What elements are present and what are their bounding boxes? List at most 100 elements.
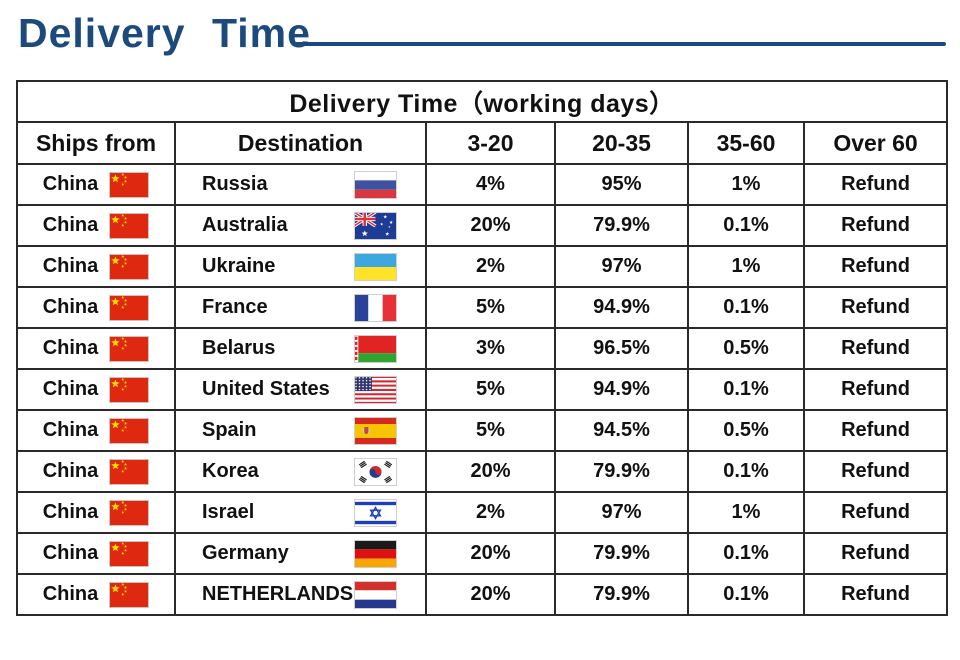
cell-3-20: 4% bbox=[425, 163, 556, 206]
destination-cell: Korea bbox=[174, 450, 427, 493]
cell-3-20: 20% bbox=[425, 532, 556, 575]
table-row: China Russia 4% 95% 1% Refund bbox=[16, 163, 949, 206]
table-row: China Australia 20% 79.9% 0.1% Refund bbox=[16, 204, 949, 247]
table-caption: Delivery Time（working days） bbox=[15, 80, 949, 123]
cell-20-35: 94.9% bbox=[554, 286, 689, 329]
cell-3-20: 20% bbox=[425, 204, 556, 247]
cell-3-20: 3% bbox=[425, 327, 556, 370]
destination-cell: Australia bbox=[174, 204, 427, 247]
delivery-time-table: Delivery Time（working days） Ships from D… bbox=[15, 80, 949, 616]
ships-from-content: China bbox=[19, 494, 173, 531]
destination-cell: United States bbox=[174, 368, 427, 411]
cell-35-60: 0.1% bbox=[687, 450, 805, 493]
col-header-over-60: Over 60 bbox=[802, 121, 949, 165]
col-header-20-35: 20-35 bbox=[554, 121, 689, 165]
china-flag-icon bbox=[109, 417, 150, 444]
ships-from-cell: China bbox=[16, 327, 176, 370]
russia-flag-icon bbox=[354, 170, 397, 199]
cell-20-35: 97% bbox=[554, 491, 689, 534]
ships-from-label: China bbox=[42, 501, 99, 523]
title-rule-line bbox=[292, 42, 946, 46]
ships-from-label: China bbox=[42, 583, 99, 605]
ships-from-content: China bbox=[19, 535, 173, 572]
cell-over-60: Refund bbox=[802, 409, 949, 452]
ships-from-cell: China bbox=[16, 573, 176, 616]
cell-35-60: 1% bbox=[687, 163, 805, 206]
destination-content: Belarus bbox=[177, 330, 424, 367]
ships-from-cell: China bbox=[16, 245, 176, 288]
ukraine-flag-icon bbox=[354, 252, 397, 281]
destination-label: Korea bbox=[202, 460, 259, 482]
table-row: China France 5% 94.9% 0.1% Refund bbox=[16, 286, 949, 329]
cell-3-20: 20% bbox=[425, 450, 556, 493]
ships-from-label: China bbox=[42, 337, 99, 359]
ships-from-label: China bbox=[42, 296, 99, 318]
cell-20-35: 79.9% bbox=[554, 573, 689, 616]
cell-over-60: Refund bbox=[802, 163, 949, 206]
cell-35-60: 0.1% bbox=[687, 573, 805, 616]
destination-label: Ukraine bbox=[202, 255, 276, 277]
ships-from-label: China bbox=[42, 255, 99, 277]
cell-3-20: 2% bbox=[425, 245, 556, 288]
destination-content: Spain bbox=[177, 412, 424, 449]
germany-flag-icon bbox=[354, 539, 397, 568]
cell-20-35: 79.9% bbox=[554, 450, 689, 493]
cell-20-35: 96.5% bbox=[554, 327, 689, 370]
ships-from-content: China bbox=[19, 166, 173, 203]
china-flag-icon bbox=[109, 376, 150, 403]
ships-from-cell: China bbox=[16, 409, 176, 452]
ships-from-label: China bbox=[42, 378, 99, 400]
destination-label: Israel bbox=[202, 501, 255, 523]
destination-content: United States bbox=[177, 371, 424, 408]
table-row: China Ukraine 2% 97% 1% Refund bbox=[16, 245, 949, 288]
china-flag-icon bbox=[109, 212, 150, 239]
destination-cell: Russia bbox=[174, 163, 427, 206]
cell-35-60: 0.1% bbox=[687, 532, 805, 575]
australia-flag-icon bbox=[354, 211, 397, 240]
ships-from-cell: China bbox=[16, 204, 176, 247]
cell-3-20: 5% bbox=[425, 286, 556, 329]
cell-20-35: 94.9% bbox=[554, 368, 689, 411]
cell-35-60: 0.5% bbox=[687, 327, 805, 370]
cell-20-35: 97% bbox=[554, 245, 689, 288]
cell-35-60: 0.1% bbox=[687, 368, 805, 411]
destination-cell: Ukraine bbox=[174, 245, 427, 288]
destination-cell: France bbox=[174, 286, 427, 329]
table-row: China Germany 20% 79.9% 0.1% Refund bbox=[16, 532, 949, 575]
cell-over-60: Refund bbox=[802, 491, 949, 534]
destination-content: France bbox=[177, 289, 424, 326]
cell-35-60: 0.1% bbox=[687, 286, 805, 329]
table-row: China Spain 5% 94.5% 0.5% Refund bbox=[16, 409, 949, 452]
china-flag-icon bbox=[109, 499, 150, 526]
column-header-row: Ships from Destination 3-20 20-35 35-60 … bbox=[16, 121, 949, 165]
destination-content: Israel bbox=[177, 494, 424, 531]
cell-35-60: 0.5% bbox=[687, 409, 805, 452]
cell-20-35: 94.5% bbox=[554, 409, 689, 452]
destination-content: NETHERLANDS bbox=[177, 576, 424, 613]
cell-3-20: 5% bbox=[425, 409, 556, 452]
ships-from-label: China bbox=[42, 542, 99, 564]
china-flag-icon bbox=[109, 458, 150, 485]
cell-35-60: 0.1% bbox=[687, 204, 805, 247]
ships-from-content: China bbox=[19, 248, 173, 285]
ships-from-label: China bbox=[42, 173, 99, 195]
china-flag-icon bbox=[109, 540, 150, 567]
destination-cell: Germany bbox=[174, 532, 427, 575]
cell-over-60: Refund bbox=[802, 286, 949, 329]
destination-label: Germany bbox=[202, 542, 289, 564]
ships-from-cell: China bbox=[16, 286, 176, 329]
cell-20-35: 79.9% bbox=[554, 204, 689, 247]
table-row: China Belarus 3% 96.5% 0.5% Refund bbox=[16, 327, 949, 370]
china-flag-icon bbox=[109, 294, 150, 321]
cell-35-60: 1% bbox=[687, 491, 805, 534]
cell-over-60: Refund bbox=[802, 450, 949, 493]
ships-from-content: China bbox=[19, 412, 173, 449]
destination-label: Russia bbox=[202, 173, 268, 195]
destination-content: Ukraine bbox=[177, 248, 424, 285]
france-flag-icon bbox=[354, 293, 397, 322]
ships-from-content: China bbox=[19, 371, 173, 408]
table-row: China NETHERLANDS 20% 79.9% 0.1% Refund bbox=[16, 573, 949, 616]
destination-label: Spain bbox=[202, 419, 257, 441]
spain-flag-icon bbox=[354, 416, 397, 445]
